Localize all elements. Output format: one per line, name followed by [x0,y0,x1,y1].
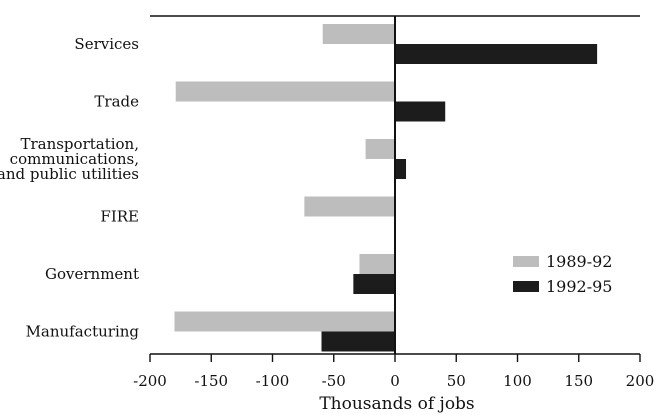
legend-swatch-1989-92 [513,256,539,267]
x-axis-title: Thousands of jobs [319,394,474,414]
bar-1989-92-5 [174,311,395,332]
category-labels: Services Trade Transportation,communicatio… [0,35,139,341]
bar-1992-95-1 [395,101,446,122]
x-tick-label: 0 [390,372,400,390]
legend: 1989-92 1992-95 [513,252,612,296]
bars-layer [174,24,598,352]
legend-label: 1989-92 [546,252,612,271]
x-tick-label: 100 [503,372,532,390]
x-tick-label: 50 [447,372,466,390]
x-axis-ticks: -200 -150 -100 -50 0 50 100 150 200 [133,354,654,390]
category-label: Trade [94,93,139,111]
bar-1989-92-2 [365,139,395,159]
x-tick-label: -150 [194,372,228,390]
legend-label: 1992-95 [546,277,612,296]
category-label: and public utilities [0,165,139,183]
bar-1992-95-5 [321,331,395,352]
category-label: communications, [10,150,139,168]
x-tick-label: -100 [256,372,290,390]
x-tick-label: -200 [133,372,167,390]
legend-swatch-1992-95 [513,281,539,292]
category-label: Services [74,35,139,53]
x-tick-label: 150 [564,372,593,390]
x-tick-label: -50 [322,372,346,390]
category-label: Manufacturing [26,323,140,341]
bar-1992-95-4 [353,274,395,294]
x-tick-label: 200 [626,372,655,390]
bar-1992-95-2 [395,159,407,179]
bar-1992-95-0 [395,44,598,64]
category-label: Transportation, [20,135,139,153]
bar-1989-92-3 [304,196,395,217]
bar-1989-92-4 [359,254,395,274]
bar-1989-92-0 [322,24,395,44]
category-label: Government [45,265,139,283]
category-label: FIRE [100,208,139,226]
bar-1989-92-1 [175,81,395,102]
